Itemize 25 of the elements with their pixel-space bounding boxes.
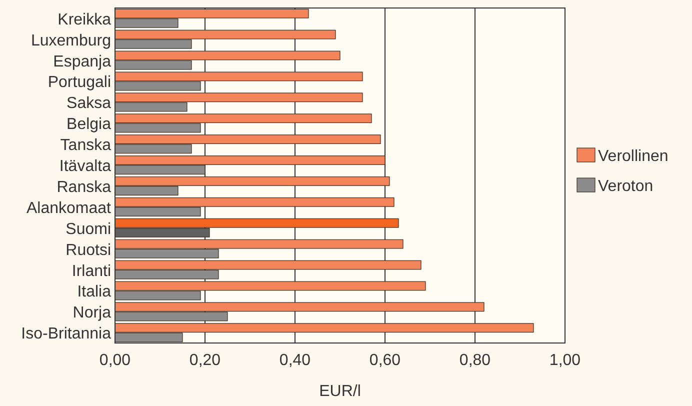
y-tick-label: Espanja	[53, 53, 112, 70]
y-tick-label: Alankomaat	[26, 200, 112, 217]
y-tick-label: Portugali	[48, 74, 111, 92]
x-tick-label: 0,80	[459, 352, 491, 369]
y-tick-label: Itävalta	[59, 158, 112, 176]
y-tick-label: Ruotsi	[66, 242, 111, 259]
y-tick-label: Iso-Britannia	[21, 326, 112, 343]
legend-label: Verollinen	[598, 148, 668, 165]
x-axis-title: EUR/l	[319, 383, 361, 400]
y-tick-label: Luxemburg	[30, 32, 111, 50]
y-tick-label: Norja	[72, 304, 112, 322]
y-tick-label: Ranska	[56, 178, 112, 196]
x-tick-label: 1,00	[549, 352, 581, 369]
x-tick-label: 0,60	[369, 352, 401, 369]
y-tick-label: Saksa	[66, 95, 112, 112]
legend-label: Veroton	[598, 178, 654, 195]
y-tick-label: Suomi	[66, 220, 111, 238]
y-tick-label: Tanska	[60, 137, 112, 154]
y-tick-label: Italia	[77, 284, 112, 301]
y-tick-label: Kreikka	[58, 11, 112, 28]
y-tick-label: Belgia	[66, 116, 112, 134]
x-tick-label: 0,40	[279, 352, 311, 369]
y-tick-label: Irlanti	[72, 262, 111, 280]
x-tick-label: 0,20	[189, 352, 221, 369]
x-tick-label: 0,00	[99, 352, 131, 369]
